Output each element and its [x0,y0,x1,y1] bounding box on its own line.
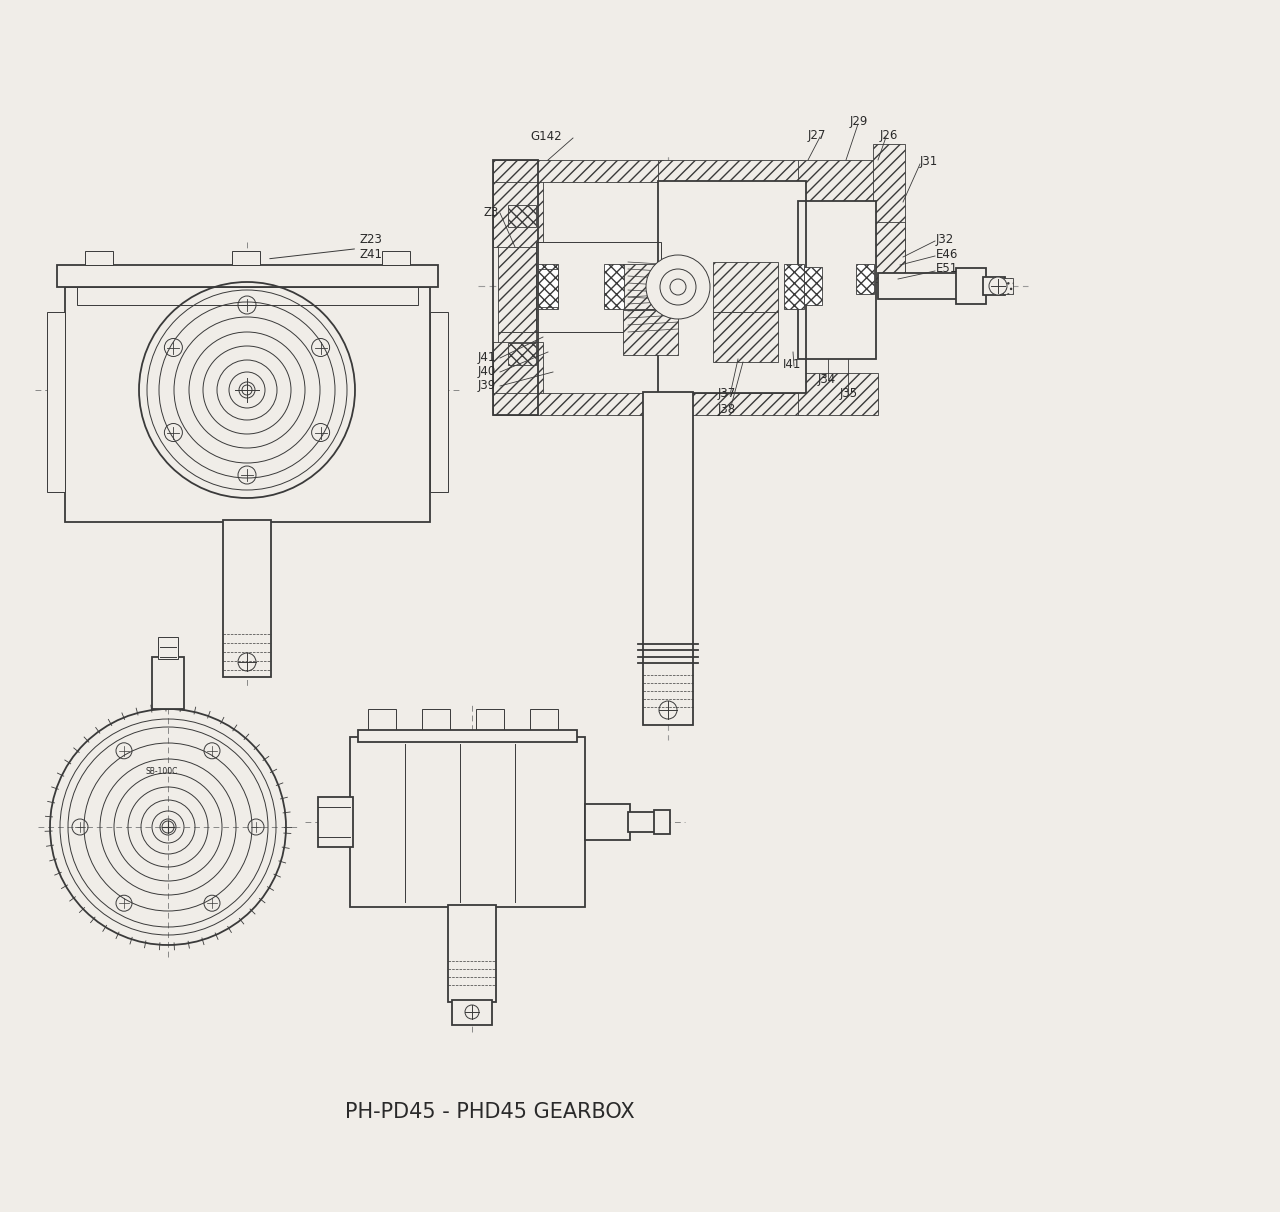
Text: J27: J27 [808,128,827,142]
Bar [498,242,536,332]
Circle shape [989,278,1007,295]
Bar [658,160,803,182]
Bar [783,264,804,309]
Bar [604,264,625,309]
Bar [493,160,663,182]
Bar [349,737,585,907]
Text: J40: J40 [477,365,497,377]
Circle shape [646,255,710,319]
Bar [47,311,65,492]
Circle shape [669,279,686,295]
Text: SB-100C: SB-100C [146,767,178,777]
Bar [232,251,260,265]
Bar [152,657,184,709]
Bar [856,264,874,295]
Bar [157,638,178,659]
Bar [223,520,271,678]
Bar [58,265,438,287]
Circle shape [660,269,696,305]
Bar [878,273,960,299]
Bar [358,730,577,742]
Bar [873,144,905,282]
Bar [585,804,630,840]
Bar [658,393,803,415]
Bar [873,222,905,282]
Text: J39: J39 [477,378,497,391]
Bar [476,709,504,737]
Text: E46: E46 [936,247,959,261]
Text: E51: E51 [936,263,959,275]
Bar [77,287,419,305]
Bar [538,269,558,307]
Text: Z3: Z3 [483,206,498,218]
Bar [654,810,669,834]
Bar [448,905,497,1002]
Bar [369,709,396,737]
Bar [493,160,538,415]
Bar [498,332,536,391]
Bar [536,242,660,332]
Text: J38: J38 [718,402,736,416]
Bar [538,264,558,309]
Bar [493,177,543,247]
Text: J41: J41 [477,350,497,364]
Bar [430,311,448,492]
Bar [381,251,410,265]
Bar [317,797,353,847]
Bar [804,267,822,305]
Bar [508,343,536,365]
Bar [797,373,878,415]
Bar [422,709,451,737]
Bar [623,310,678,355]
Bar [713,262,778,311]
Bar [1004,278,1012,295]
Bar [797,160,878,202]
Bar [452,1000,492,1025]
Text: G142: G142 [530,131,562,143]
Text: Z23
Z41: Z23 Z41 [270,233,383,261]
Bar [643,391,692,725]
Bar [956,268,986,304]
Text: J31: J31 [920,155,938,168]
Bar [658,181,806,393]
Bar [658,181,806,393]
Bar [797,201,876,359]
Text: J34: J34 [818,372,836,385]
Bar [628,812,657,831]
Bar [493,393,663,415]
Bar [713,311,778,362]
Bar [983,278,1005,295]
Text: PH-PD45 - PHD45 GEARBOX: PH-PD45 - PHD45 GEARBOX [346,1102,635,1122]
Bar [623,264,678,309]
Bar [84,251,113,265]
Text: J29: J29 [850,115,868,128]
Text: I41: I41 [783,358,801,371]
Bar [530,709,558,737]
Bar [493,342,543,402]
Bar [536,242,660,332]
Bar [65,287,430,522]
Bar [508,205,536,227]
Text: J26: J26 [881,128,899,142]
Text: J32: J32 [936,233,955,246]
Text: J35: J35 [840,388,858,400]
Text: J37: J37 [718,388,736,400]
Bar [797,201,876,359]
